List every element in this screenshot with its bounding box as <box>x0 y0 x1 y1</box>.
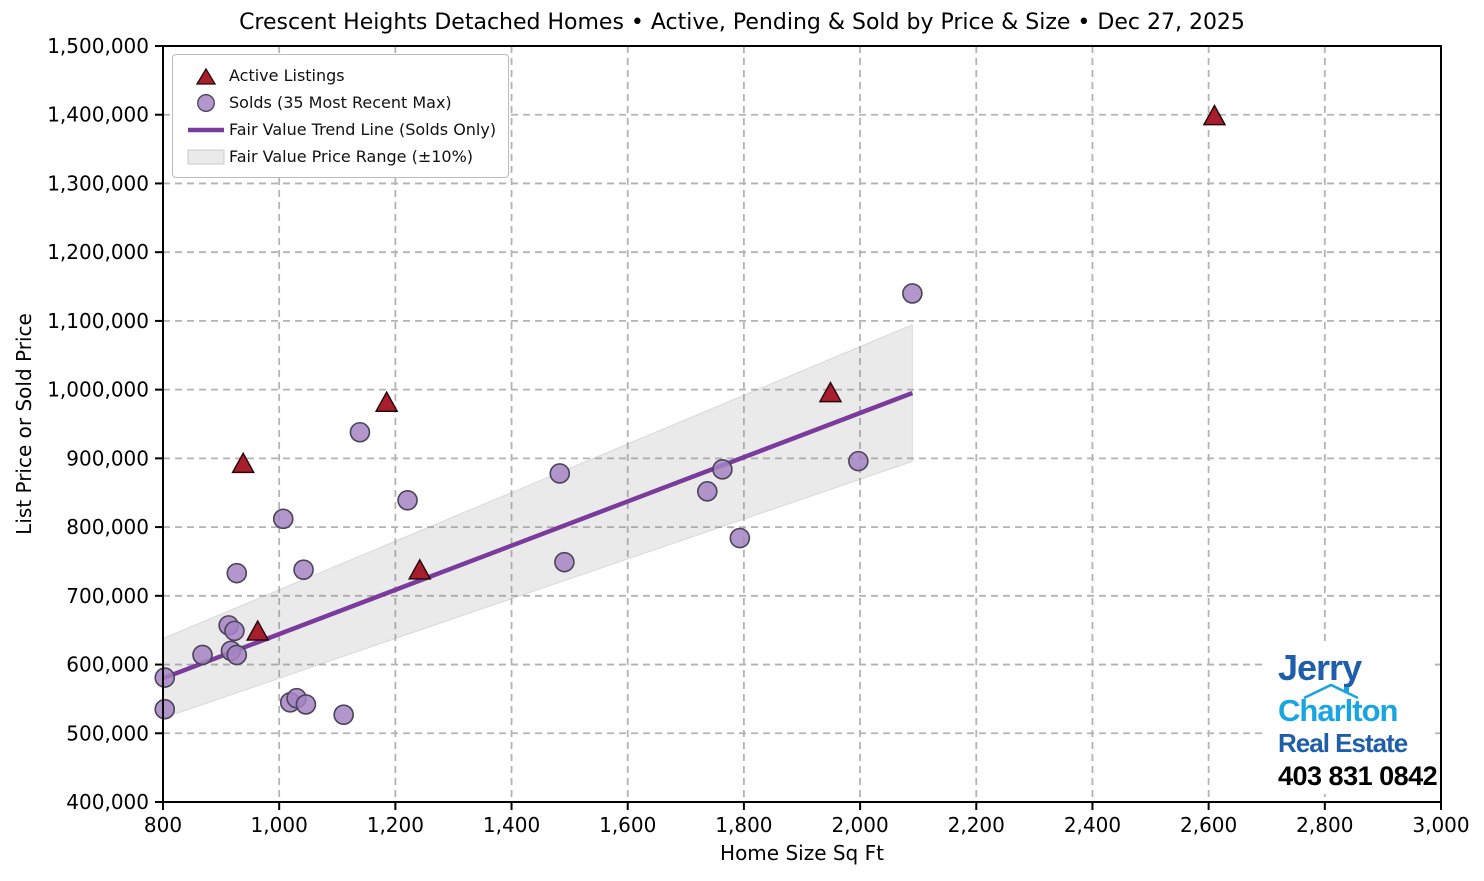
sold-point <box>226 644 248 666</box>
legend-label: Fair Value Trend Line (Solds Only) <box>229 120 497 139</box>
active-listing-point <box>245 619 270 641</box>
y-axis-label: List Price or Sold Price <box>12 313 36 535</box>
x-tick-label: 1,000 <box>251 813 308 837</box>
sold-point <box>554 551 575 573</box>
sold-point <box>293 559 314 581</box>
x-tick-label: 2,800 <box>1296 813 1353 837</box>
y-tick-label: 1,200,000 <box>47 240 149 264</box>
active-listing-point <box>231 451 255 474</box>
x-tick-label: 2,000 <box>831 813 888 837</box>
active-listings-triangle-icon <box>183 66 229 86</box>
active-listing-point <box>818 381 843 403</box>
fair-value-trend-line <box>162 390 914 681</box>
trend-line-icon <box>183 120 229 140</box>
solds-circle-icon <box>183 93 229 113</box>
brand-name-line2: Charlton <box>1278 683 1434 726</box>
sold-point <box>333 704 354 726</box>
sold-point <box>712 459 733 480</box>
sold-point <box>397 489 418 511</box>
sold-point <box>549 463 571 484</box>
x-tick-label: 1,400 <box>483 813 540 837</box>
y-tick-label: 500,000 <box>66 721 149 745</box>
y-tick-label: 600,000 <box>66 653 149 677</box>
y-tick-label: 1,400,000 <box>47 103 149 127</box>
y-tick-label: 1,300,000 <box>47 171 149 195</box>
active-listing-point <box>374 390 399 412</box>
sold-point <box>154 667 176 688</box>
sold-point <box>154 698 176 720</box>
legend-item-solds: Solds (35 Most Recent Max) <box>183 91 496 114</box>
y-tick-label: 1,500,000 <box>47 34 149 58</box>
legend-item-price-range: Fair Value Price Range (±10%) <box>183 145 496 168</box>
sold-point <box>848 450 869 472</box>
x-tick-label: 2,200 <box>948 813 1005 837</box>
legend-label: Fair Value Price Range (±10%) <box>229 147 474 166</box>
sold-point <box>226 562 248 584</box>
sold-point <box>349 421 371 443</box>
x-tick-label: 1,600 <box>599 813 656 837</box>
legend-label: Active Listings <box>229 66 345 85</box>
y-tick-label: 900,000 <box>66 446 149 470</box>
x-tick-label: 1,800 <box>715 813 772 837</box>
y-tick-label: 400,000 <box>66 790 149 814</box>
x-tick-label: 3,000 <box>1412 813 1469 837</box>
sold-point <box>224 620 245 642</box>
brand-logo: Jerry Charlton Real Estate 403 831 0842 <box>1264 646 1438 794</box>
sold-point <box>192 644 213 666</box>
legend-item-active-listings: Active Listings <box>183 64 496 87</box>
x-axis-label: Home Size Sq Ft <box>720 841 884 865</box>
y-tick-label: 1,100,000 <box>47 309 149 333</box>
brand-name-line3: Real Estate <box>1278 728 1408 758</box>
legend-item-trend-line: Fair Value Trend Line (Solds Only) <box>183 118 496 141</box>
plot-border <box>162 45 1442 803</box>
sold-point <box>272 508 294 530</box>
chart-title: Crescent Heights Detached Homes • Active… <box>239 10 1245 35</box>
sold-point <box>902 283 923 304</box>
active-listing-point <box>1202 104 1227 126</box>
x-tick-label: 2,400 <box>1064 813 1121 837</box>
x-tick-label: 800 <box>144 813 182 837</box>
y-tick-label: 1,000,000 <box>47 378 149 402</box>
y-tick-label: 800,000 <box>66 515 149 539</box>
x-tick-label: 2,600 <box>1180 813 1237 837</box>
y-tick-label: 700,000 <box>66 584 149 608</box>
brand-name-line1: Jerry <box>1278 647 1362 688</box>
x-tick-label: 1,200 <box>367 813 424 837</box>
price-range-band-icon <box>183 147 229 167</box>
brand-phone-number: 403 831 0842 <box>1278 761 1438 791</box>
sold-point <box>295 694 317 715</box>
house-roof-icon <box>1303 683 1359 700</box>
legend-box: Active Listings Solds (35 Most Recent Ma… <box>172 54 509 178</box>
sold-point <box>697 481 718 502</box>
legend-label: Solds (35 Most Recent Max) <box>229 93 452 112</box>
active-listing-point <box>407 558 432 580</box>
sold-point <box>729 527 751 549</box>
